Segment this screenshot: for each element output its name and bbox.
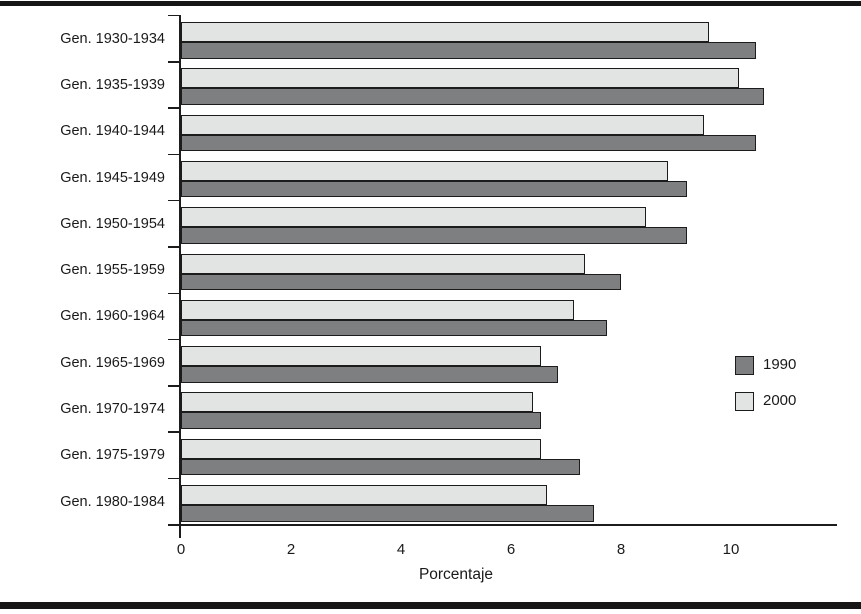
legend-row: 2000	[735, 391, 796, 411]
category-tick	[168, 385, 180, 387]
bar-2000	[181, 207, 646, 228]
bar-2000	[181, 346, 542, 367]
legend-swatch-1990	[735, 355, 754, 375]
bar-1990	[181, 458, 580, 476]
category-label: Gen. 1935-1939	[60, 76, 165, 93]
bar-2000	[181, 160, 668, 181]
category-tick	[168, 431, 180, 433]
x-axis-title: Porcentaje	[418, 566, 494, 583]
category-label: Gen. 1965-1969	[60, 354, 165, 371]
bar-1990	[181, 42, 756, 59]
bar-1990	[181, 505, 594, 522]
category-tick	[168, 153, 180, 156]
x-tick-label: 0	[176, 541, 186, 558]
bar-1990	[181, 227, 687, 244]
bar-2000	[181, 438, 542, 459]
bottom-rule	[0, 602, 861, 609]
bar-2000	[181, 485, 547, 505]
category-label: Gen. 1945-1949	[60, 169, 165, 186]
bar-1990	[181, 134, 756, 152]
bar-2000	[181, 114, 704, 135]
bar-1990	[181, 319, 608, 337]
bar-2000	[181, 299, 575, 320]
category-label: Gen. 1960-1964	[60, 308, 165, 325]
x-tick-label: 8	[616, 541, 626, 558]
top-rule	[0, 1, 861, 6]
bar-1990	[181, 273, 621, 290]
category-label: Gen. 1955-1959	[60, 262, 165, 279]
category-label: Gen. 1930-1934	[60, 30, 165, 47]
category-label: Gen. 1975-1979	[60, 447, 165, 464]
category-tick	[168, 292, 180, 295]
bar-2000	[181, 253, 586, 274]
x-tick-label: 4	[396, 541, 406, 558]
x-tick-label: 10	[722, 541, 740, 558]
legend-label: 2000	[763, 392, 797, 409]
category-label: Gen. 1980-1984	[60, 493, 165, 510]
bar-2000	[181, 68, 740, 89]
x-tick-label: 2	[286, 541, 296, 558]
bar-2000	[181, 22, 709, 42]
category-tick	[168, 61, 180, 63]
bar-1990	[181, 412, 542, 429]
y-axis-line	[179, 15, 181, 538]
category-tick	[168, 199, 180, 202]
legend-swatch-2000	[735, 391, 754, 411]
bar-1990	[181, 88, 764, 105]
bar-1990	[181, 366, 558, 383]
legend-label: 1990	[763, 356, 797, 373]
x-tick-label: 6	[506, 541, 516, 558]
category-label: Gen. 1970-1974	[60, 401, 165, 418]
category-tick	[168, 338, 180, 341]
category-label: Gen. 1940-1944	[60, 123, 165, 140]
legend-row: 1990	[735, 355, 796, 375]
bar-2000	[181, 392, 533, 413]
category-tick	[168, 477, 180, 480]
category-tick	[168, 107, 180, 109]
category-label: Gen. 1950-1954	[60, 215, 165, 232]
bar-1990	[181, 180, 687, 198]
legend: 1990 2000	[735, 355, 796, 427]
category-tick	[168, 246, 180, 248]
category-tick	[168, 14, 180, 17]
x-axis-line	[170, 524, 837, 526]
